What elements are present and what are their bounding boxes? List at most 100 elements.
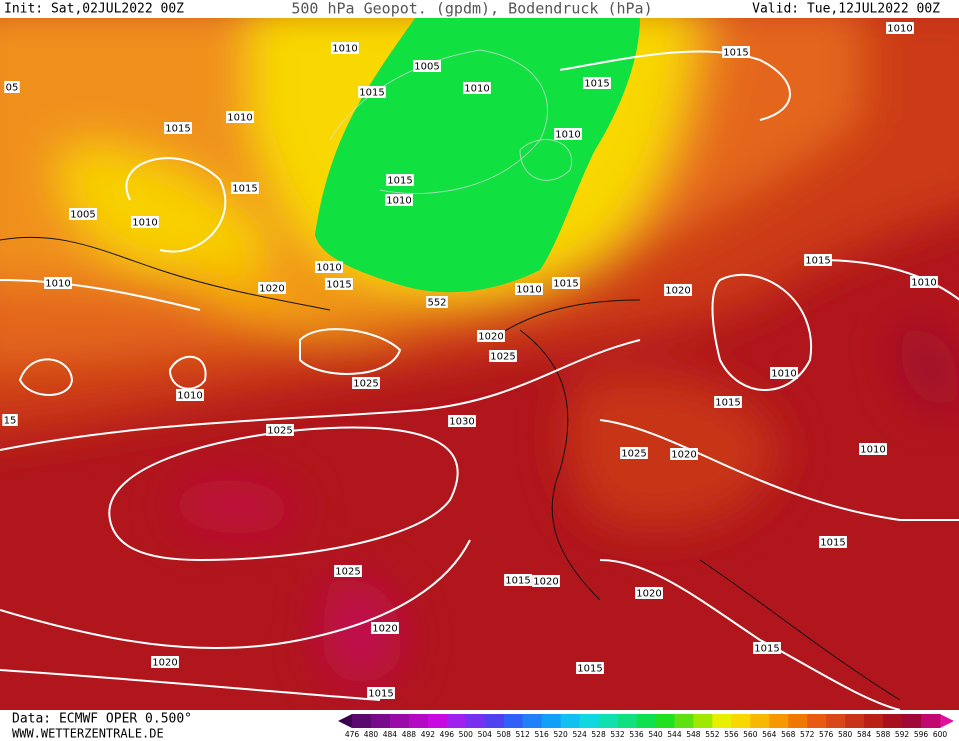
contour-label: 1020 <box>259 284 284 295</box>
contour-label: 1015 <box>387 176 412 187</box>
scale-label: 552 <box>705 730 720 739</box>
color-swatch <box>465 714 486 728</box>
label-box <box>620 447 648 459</box>
scale-label: 512 <box>516 730 531 739</box>
label-box <box>532 575 560 587</box>
label-box <box>910 276 938 288</box>
contour-label: 1010 <box>464 84 489 95</box>
contour-label: 1015 <box>359 88 384 99</box>
label-box <box>463 82 491 94</box>
scale-label: 560 <box>743 730 758 739</box>
contour-label: 1015 <box>326 280 351 291</box>
color-swatch <box>674 714 694 728</box>
contour-label: 552 <box>427 298 446 309</box>
scale-label: 480 <box>364 730 379 739</box>
label-box <box>352 377 380 389</box>
scale-label: 564 <box>762 730 777 739</box>
color-swatch <box>598 714 619 728</box>
label-box <box>714 396 742 408</box>
contour-label: 1010 <box>860 445 885 456</box>
contour-label: 1025 <box>267 426 292 437</box>
valid-time: Valid: Tue,12JUL2022 00Z <box>752 2 940 17</box>
contour-label: 1020 <box>665 286 690 297</box>
label-box <box>448 415 476 427</box>
label-box <box>331 42 359 54</box>
color-swatch <box>826 714 846 728</box>
scale-label: 540 <box>648 730 663 739</box>
label-box <box>367 687 395 699</box>
scale-label: 496 <box>440 730 455 739</box>
label-box <box>4 81 20 93</box>
contour-label: 1025 <box>335 567 360 578</box>
label-box <box>504 574 532 586</box>
label-box <box>386 174 414 186</box>
contour-label: 1010 <box>887 24 912 35</box>
label-box <box>515 283 543 295</box>
contour-label: 1015 <box>715 398 740 409</box>
coastlines <box>0 236 901 701</box>
contour-label: 1015 <box>577 664 602 675</box>
color-swatch <box>427 714 448 728</box>
color-swatch <box>446 714 467 728</box>
color-swatch <box>503 714 524 728</box>
label-box <box>226 111 254 123</box>
label-box <box>413 60 441 72</box>
scale-label: 508 <box>497 730 512 739</box>
color-swatch <box>921 714 941 728</box>
map-area: 1010 1005 1015 1010 1015 1015 1010 05 1015 1010 10… <box>0 18 959 710</box>
contour-label: 1015 <box>368 689 393 700</box>
label-box <box>554 128 582 140</box>
label-box <box>231 182 259 194</box>
contour-label: 1015 <box>820 538 845 549</box>
scale-label: 520 <box>553 730 568 739</box>
low-geopotential-area <box>315 18 640 293</box>
label-box <box>385 194 413 206</box>
label-box <box>266 424 294 436</box>
contour-label: 1030 <box>449 417 474 428</box>
website: WWW.WETTERZENTRALE.DE <box>12 727 164 741</box>
contour-label: 15 <box>4 416 17 427</box>
contour-label: 1010 <box>132 218 157 229</box>
scale-label: 576 <box>819 730 834 739</box>
label-box <box>886 22 914 34</box>
color-swatch <box>769 714 789 728</box>
contour-label: 1010 <box>911 278 936 289</box>
contour-label: 1010 <box>771 369 796 380</box>
label-box <box>334 565 362 577</box>
contour-label: 1020 <box>152 658 177 669</box>
label-box <box>859 443 887 455</box>
scale-label: 568 <box>781 730 796 739</box>
label-box <box>489 350 517 362</box>
color-swatch <box>750 714 770 728</box>
label-box <box>2 414 18 426</box>
color-swatch <box>845 714 865 728</box>
contour-label: 1015 <box>505 576 530 587</box>
color-scale: 476 480 484 488 492 496 500 504 508 512 516 520 524 5… <box>338 714 954 739</box>
scale-label: 524 <box>572 730 587 739</box>
color-swatch <box>560 714 581 728</box>
color-swatch <box>902 714 922 728</box>
color-swatch <box>370 714 391 728</box>
contour-label: 1010 <box>316 263 341 274</box>
scale-label: 548 <box>686 730 701 739</box>
scale-label: 500 <box>459 730 474 739</box>
scale-label: 488 <box>402 730 417 739</box>
color-swatch <box>693 714 713 728</box>
contour-label: 1020 <box>478 332 503 343</box>
scale-label: 476 <box>345 730 360 739</box>
contour-label: 1020 <box>636 589 661 600</box>
label-box <box>552 277 580 289</box>
scale-label: 580 <box>838 730 853 739</box>
label-box <box>44 277 72 289</box>
scale-arrow-high <box>940 714 954 728</box>
color-swatch <box>864 714 884 728</box>
label-box <box>635 587 663 599</box>
contour-label: 1010 <box>227 113 252 124</box>
label-box <box>176 389 204 401</box>
label-box <box>722 46 750 58</box>
label-box <box>804 254 832 266</box>
contour-label: 1005 <box>70 210 95 221</box>
label-box <box>69 208 97 220</box>
